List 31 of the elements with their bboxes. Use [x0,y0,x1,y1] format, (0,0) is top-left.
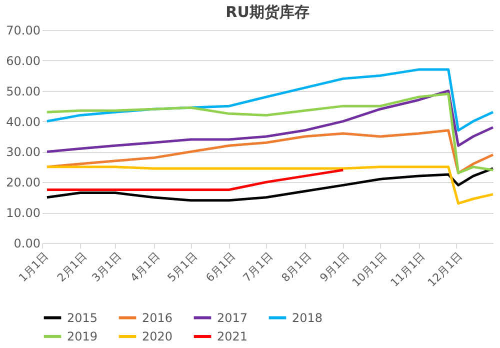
legend-label: 2016 [142,310,173,325]
x-tick-label: 6月1日 [203,250,238,284]
x-tick-label: 4月1日 [128,250,162,284]
x-tick-label: 5月1日 [165,250,200,284]
line-series [46,168,344,191]
x-tick-label: 8月1日 [279,250,314,284]
y-tick-label: 10.00 [6,206,40,220]
x-tick-label: 11月1日 [388,250,428,290]
x-tick-label: 9月1日 [317,250,352,284]
y-tick-label: 20.00 [6,176,40,190]
y-tick-label: 30.00 [6,145,40,160]
y-tick-label: 40.00 [6,114,40,129]
legend-label: 2021 [217,330,248,344]
legend-label: 2020 [142,330,173,344]
y-tick-label: 60.00 [6,54,40,68]
legend-label: 2017 [217,310,248,325]
line-series [46,90,494,153]
line-series [46,92,494,174]
x-tick-label: 1月1日 [16,250,51,284]
chart-title: RU期货库存 [226,3,310,21]
x-tick-label: 2月1日 [54,250,90,284]
y-tick-label: 0.00 [14,236,40,250]
x-tick-label: 10月1日 [350,250,390,290]
legend-label: 2019 [67,330,98,344]
x-tick-label: 7月1日 [240,250,276,284]
x-tick-label: 3月1日 [89,250,124,284]
legend-label: 2018 [292,310,323,325]
legend-label: 2015 [67,310,98,325]
x-tick-label: 12月1日 [425,250,465,290]
y-tick-label: 70.00 [6,24,40,38]
y-tick-label: 50.00 [6,84,40,98]
